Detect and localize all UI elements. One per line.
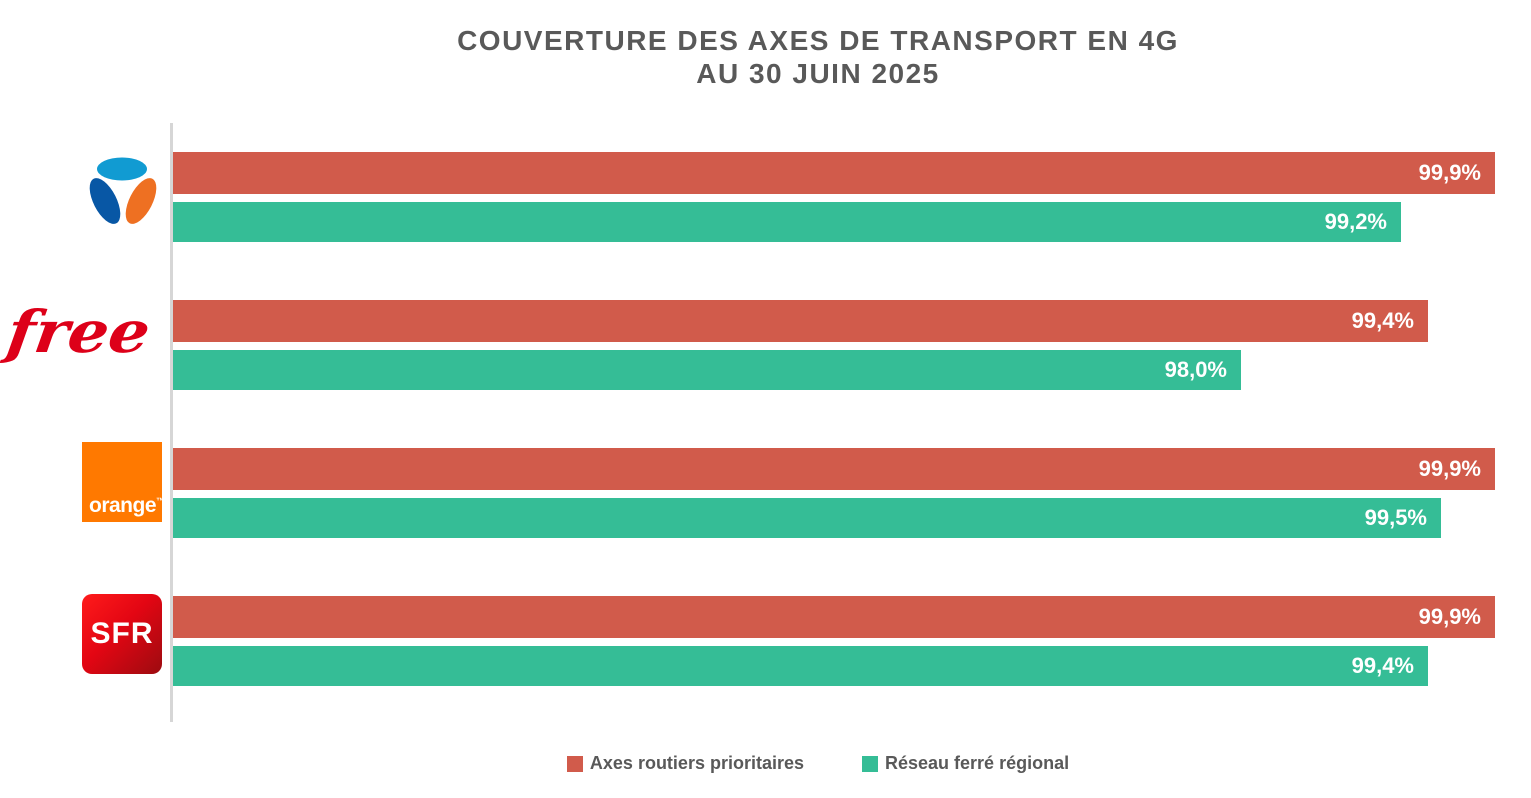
orange-logo: orange™ <box>82 442 165 522</box>
free-wordmark-text: free <box>0 301 155 366</box>
bar-free-rail: 98,0% <box>173 350 1241 390</box>
bar-value-label: 99,9% <box>1418 604 1481 629</box>
free-wordmark-icon: free <box>0 301 155 366</box>
bouygues-ellipses-icon <box>89 157 157 224</box>
bar-bouygues-roads: 99,9% <box>173 152 1495 194</box>
bar-sfr-rail: 99,4% <box>173 646 1428 686</box>
chart-title: COUVERTURE DES AXES DE TRANSPORT EN 4G A… <box>105 24 1531 90</box>
legend-swatch-rail <box>862 755 878 772</box>
bar-value-label: 99,5% <box>1364 505 1427 530</box>
bar-orange-rail: 99,5% <box>173 498 1441 538</box>
bar-sfr-roads: 99,9% <box>173 596 1495 638</box>
legend: Axes routiers prioritaires Réseau ferré … <box>105 753 1531 774</box>
bouygues-logo <box>84 153 162 237</box>
legend-item-rail: Réseau ferré régional <box>862 753 1069 774</box>
legend-label-rail: Réseau ferré régional <box>885 753 1070 773</box>
free-logo: free <box>0 301 163 367</box>
bar-value-label: 99,9% <box>1418 160 1481 185</box>
orange-trademark-symbol: ™ <box>156 496 166 506</box>
bar-bouygues-rail: 99,2% <box>173 202 1401 242</box>
legend-item-roads: Axes routiers prioritaires <box>566 753 804 774</box>
bar-value-label: 99,4% <box>1351 653 1414 678</box>
bar-orange-roads: 99,9% <box>173 448 1495 490</box>
legend-swatch-roads <box>566 755 583 772</box>
sfr-wordmark-text: SFR <box>90 617 154 650</box>
bar-value-label: 98,0% <box>1164 357 1227 382</box>
orange-wordmark: orange <box>89 494 157 517</box>
bar-value-label: 99,2% <box>1324 209 1387 234</box>
sfr-logo: SFR <box>82 594 162 674</box>
orange-wordmark-text: orange™ <box>89 494 165 518</box>
chart-title-line1: COUVERTURE DES AXES DE TRANSPORT EN 4G <box>457 25 1179 56</box>
y-axis-line <box>170 123 173 722</box>
bar-value-label: 99,9% <box>1418 456 1481 481</box>
chart-title-line2: AU 30 JUIN 2025 <box>696 58 940 89</box>
bar-value-label: 99,4% <box>1351 308 1414 333</box>
legend-label-roads: Axes routiers prioritaires <box>589 753 804 773</box>
bar-free-roads: 99,4% <box>173 300 1428 342</box>
